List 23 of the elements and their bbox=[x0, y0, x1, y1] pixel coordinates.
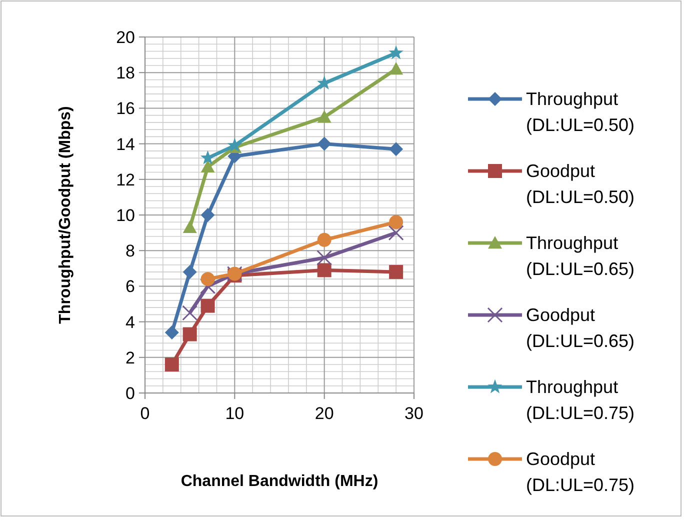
y-tick-label: 4 bbox=[126, 312, 135, 332]
y-tick-label: 10 bbox=[116, 206, 135, 225]
y-tick-label: 18 bbox=[116, 64, 135, 83]
legend-label: Goodput (DL:UL=0.50) bbox=[526, 161, 635, 207]
y-tick-label: 6 bbox=[126, 277, 135, 296]
y-tick-label: 14 bbox=[116, 134, 135, 154]
y-tick-label: 16 bbox=[116, 99, 135, 118]
x-tick-label: 10 bbox=[225, 404, 244, 423]
y-tick-label: 8 bbox=[126, 242, 135, 261]
legend-label: Throughput (DL:UL=0.75) bbox=[526, 377, 635, 423]
y-tick-label: 12 bbox=[116, 170, 135, 190]
y-tick-label: 2 bbox=[126, 348, 135, 368]
x-tick-label: 30 bbox=[404, 404, 424, 423]
legend-label: Throughput (DL:UL=0.50) bbox=[526, 89, 635, 135]
y-axis-title: Throughput/Goodput (Mbps) bbox=[57, 106, 74, 324]
x-axis-title: Channel Bandwidth (MHz) bbox=[180, 473, 378, 490]
legend-label: Throughput (DL:UL=0.65) bbox=[526, 233, 635, 279]
legend-label: Goodput (DL:UL=0.75) bbox=[526, 449, 635, 495]
y-tick-label: 0 bbox=[126, 384, 135, 403]
x-tick-label: 20 bbox=[314, 404, 334, 423]
y-tick-label: 20 bbox=[116, 28, 135, 47]
x-tick-label: 0 bbox=[140, 404, 150, 423]
legend-label: Goodput (DL:UL=0.65) bbox=[526, 305, 635, 351]
